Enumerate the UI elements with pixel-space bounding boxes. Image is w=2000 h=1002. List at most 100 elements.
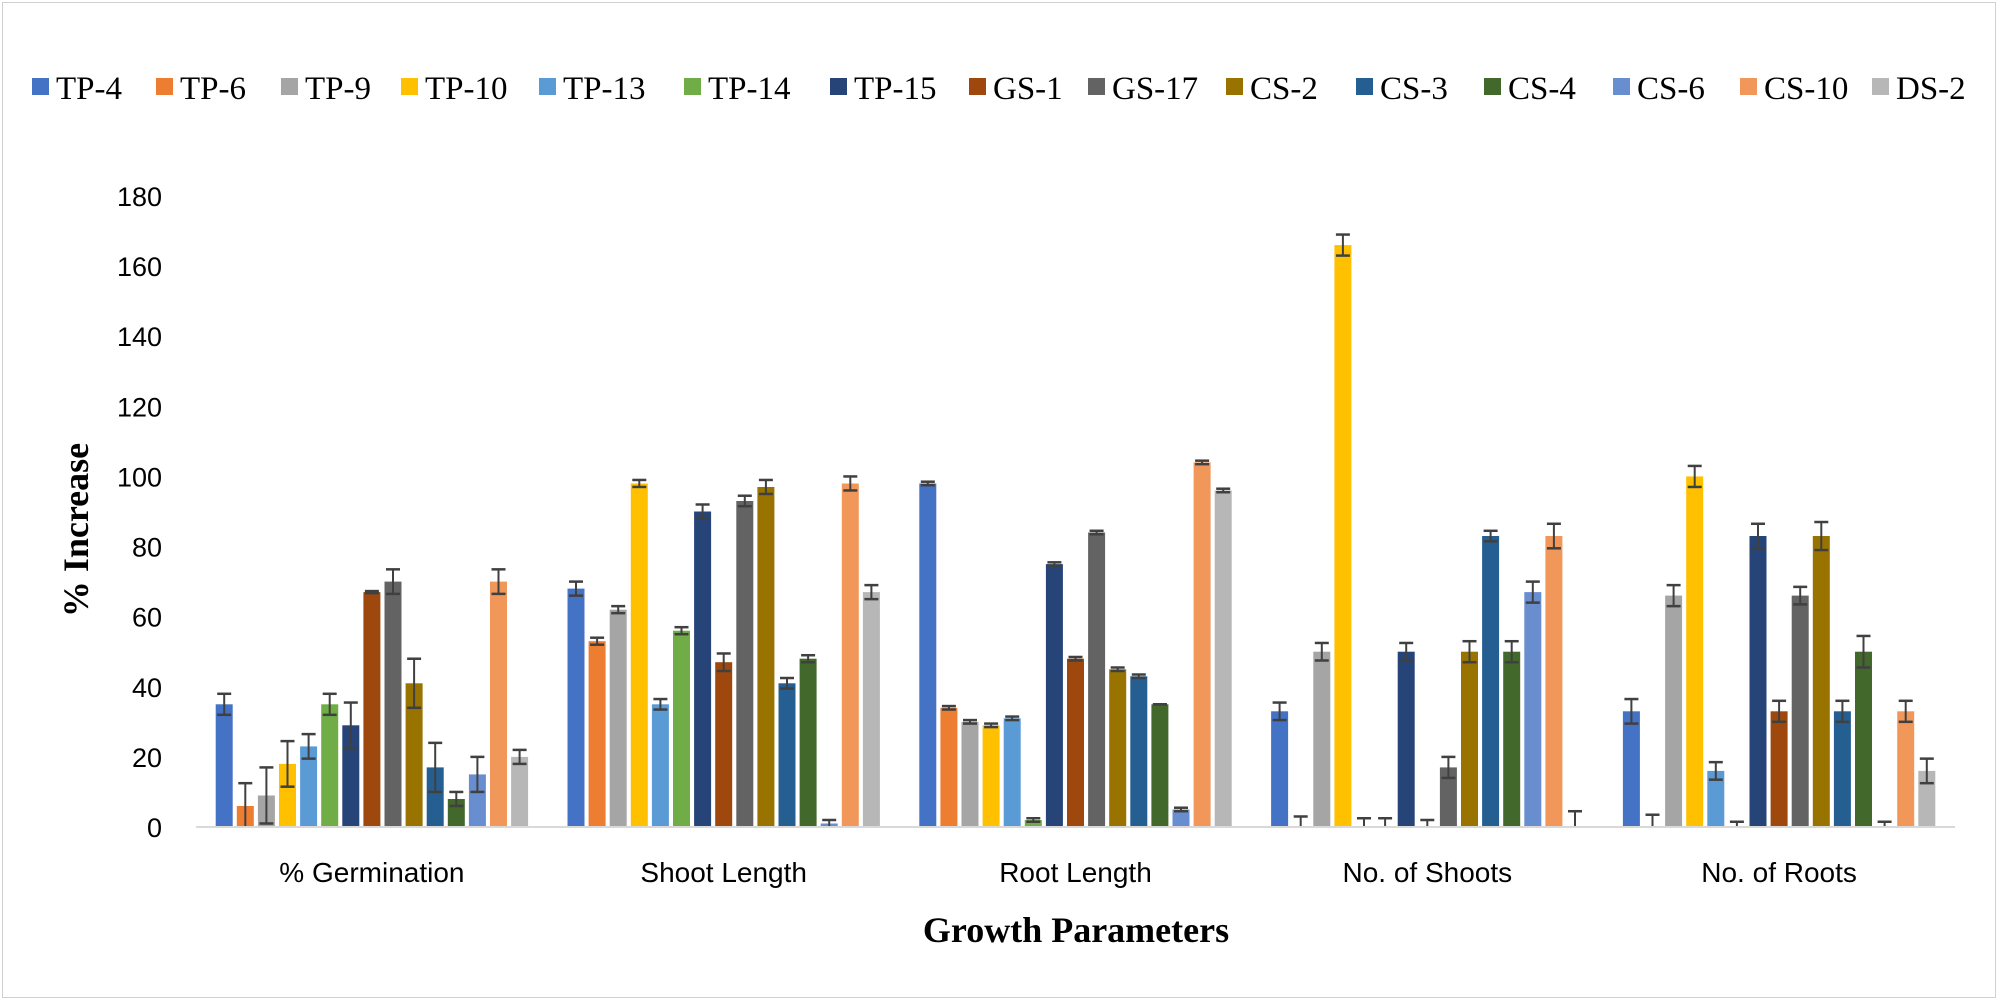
- bar: [1482, 536, 1500, 827]
- bar: [715, 662, 733, 827]
- error-bars: [217, 233, 1934, 827]
- error-bar: [941, 704, 956, 711]
- bar: [757, 487, 775, 827]
- error-bar: [1195, 459, 1210, 466]
- error-bar: [1420, 818, 1435, 827]
- error-bar: [449, 790, 464, 808]
- error-bar: [1378, 816, 1393, 827]
- legend-swatch: [401, 78, 418, 95]
- bar: [778, 683, 796, 827]
- bar: [1503, 651, 1521, 827]
- error-bar: [1568, 809, 1582, 827]
- legend-swatch: [1484, 78, 1501, 95]
- y-tick-label: 140: [117, 322, 162, 352]
- bar: [673, 630, 690, 827]
- legend-label: CS-3: [1380, 71, 1448, 107]
- bar: [384, 581, 402, 827]
- error-bar: [1314, 641, 1329, 662]
- error-bar: [1645, 813, 1660, 827]
- bar: [1461, 651, 1478, 827]
- legend-label: GS-17: [1112, 71, 1198, 107]
- error-bar: [280, 739, 295, 788]
- bars: [215, 245, 1936, 828]
- error-bar: [1110, 666, 1125, 673]
- bar: [1003, 718, 1021, 827]
- error-bar: [1068, 655, 1083, 662]
- error-bar: [1216, 487, 1231, 494]
- bar: [1214, 490, 1232, 827]
- error-bar: [920, 480, 935, 487]
- bar: [1897, 711, 1915, 827]
- bar: [405, 683, 423, 827]
- bar: [1313, 651, 1331, 827]
- bar: [342, 725, 360, 827]
- legend-swatch: [1613, 78, 1630, 95]
- category-label: Shoot Length: [640, 857, 807, 888]
- bar: [1545, 536, 1563, 827]
- legend-label: TP-4: [56, 71, 122, 107]
- error-bar: [674, 625, 689, 636]
- bar: [1193, 462, 1211, 827]
- error-bar: [1772, 699, 1787, 724]
- error-bar: [343, 701, 358, 750]
- error-bar: [386, 568, 400, 596]
- bar: [1334, 245, 1352, 828]
- error-bar: [407, 657, 422, 710]
- error-bar: [590, 636, 605, 646]
- error-bar: [864, 583, 879, 601]
- error-bar: [1835, 699, 1850, 724]
- legend-label: TP-15: [854, 71, 937, 107]
- bar: [1686, 476, 1704, 827]
- bar: [1665, 595, 1683, 827]
- legend-item: CS-2: [1226, 71, 1318, 107]
- error-bar: [1272, 701, 1287, 722]
- bar: [300, 746, 318, 827]
- legend-swatch: [539, 78, 556, 95]
- error-bar: [984, 722, 999, 729]
- error-bar: [301, 732, 316, 760]
- error-bar: [1814, 520, 1829, 552]
- bar: [940, 707, 958, 827]
- bar: [799, 658, 817, 827]
- error-bar: [695, 503, 710, 520]
- error-bar: [1624, 697, 1639, 725]
- legend-swatch: [1356, 78, 1373, 95]
- legend-item: CS-10: [1740, 71, 1848, 107]
- error-bar: [238, 781, 253, 827]
- error-bar: [1898, 699, 1913, 724]
- error-bar: [632, 478, 647, 489]
- bar: [511, 756, 529, 827]
- x-axis-title: Growth Parameters: [923, 910, 1229, 950]
- bar: [363, 592, 381, 827]
- y-axis: 0 20 40 60 80 100 120 140 160 180: [117, 182, 162, 843]
- error-bar: [1399, 641, 1414, 662]
- bar: [736, 501, 754, 827]
- error-bar: [217, 692, 232, 717]
- bar: [982, 725, 1000, 827]
- bar: [1918, 770, 1936, 827]
- legend-item: CS-3: [1356, 71, 1448, 107]
- category-label: Root Length: [999, 857, 1152, 888]
- bar: [1067, 658, 1084, 827]
- error-bar: [259, 766, 274, 825]
- legend-label: CS-2: [1250, 71, 1318, 107]
- y-tick-label: 20: [132, 743, 162, 773]
- error-bar: [801, 653, 816, 664]
- bar: [1791, 595, 1809, 827]
- error-bar: [512, 748, 527, 766]
- error-bar: [737, 494, 752, 508]
- error-bar: [322, 692, 337, 717]
- bar: [630, 483, 648, 827]
- legend-swatch: [830, 78, 847, 95]
- error-bar: [1047, 561, 1062, 568]
- error-bar: [1687, 464, 1702, 489]
- legend-label: DS-2: [1896, 71, 1966, 107]
- error-bar: [1174, 806, 1188, 813]
- legend-item: TP-6: [156, 71, 246, 107]
- legend-item: CS-4: [1484, 71, 1576, 107]
- bar: [279, 763, 296, 827]
- bar: [1271, 711, 1289, 827]
- error-bar: [1483, 529, 1498, 543]
- bar: [1172, 809, 1190, 827]
